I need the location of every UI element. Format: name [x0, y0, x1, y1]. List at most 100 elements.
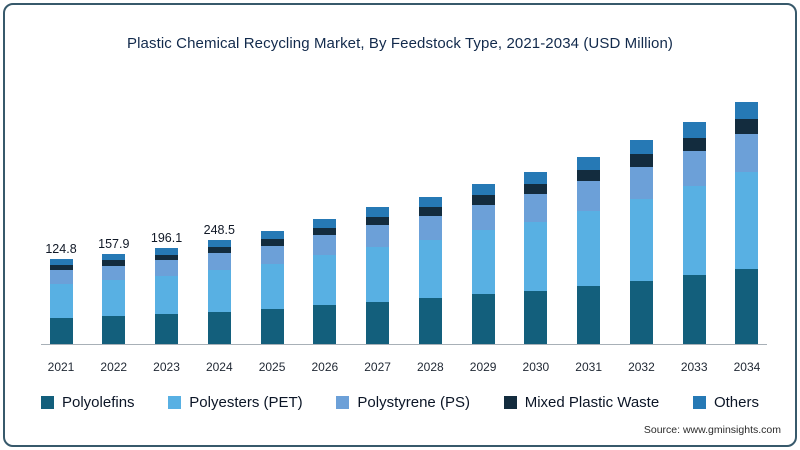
x-axis-label-2031: 2031 [575, 360, 602, 374]
stacked-bar-2032 [629, 140, 653, 344]
segment-polystyrene-ps [207, 253, 231, 270]
stacked-bar-2025 [260, 231, 284, 344]
segment-others [629, 140, 653, 155]
bar-column-2023: 196.1 [147, 231, 187, 344]
x-axis-label-2026: 2026 [311, 360, 339, 374]
stacked-bar-2034 [735, 102, 759, 344]
segment-polystyrene-ps [735, 133, 759, 173]
segment-polystyrene-ps [313, 235, 337, 256]
segment-others [207, 239, 231, 247]
bar-column-2025 [252, 214, 292, 344]
segment-polyolefins [735, 269, 759, 344]
x-axis-label-2028: 2028 [417, 360, 444, 374]
segment-polyesters-pet [260, 263, 284, 309]
x-axis: 2021 2022 2023 2024 2025 2026 2027 2028 2029 2030… [41, 360, 767, 374]
chart-title: Plastic Chemical Recycling Market, By Fe… [127, 35, 673, 52]
legend-swatch-others [692, 396, 706, 409]
segment-others [735, 102, 759, 119]
segment-polyolefins [102, 316, 126, 344]
segment-polyolefins [155, 314, 179, 344]
legend-label: Mixed Plastic Waste [524, 394, 660, 411]
segment-mixed-plastic-waste [524, 184, 548, 195]
stacked-bar-2030 [524, 172, 548, 344]
bar-column-2028 [410, 180, 450, 344]
segment-polystyrene-ps [155, 260, 179, 276]
stacked-bar-2026 [313, 219, 337, 344]
stacked-bar-2024 [207, 239, 231, 344]
segment-polyesters-pet [418, 239, 442, 299]
bar-value-label: 157.9 [98, 236, 130, 251]
segment-others [260, 231, 284, 239]
stacked-bar-2027 [366, 207, 390, 344]
segment-polystyrene-ps [629, 166, 653, 200]
x-axis-label-2022: 2022 [100, 360, 128, 374]
segment-mixed-plastic-waste [260, 238, 284, 246]
segment-polyolefins [49, 317, 73, 344]
x-axis-label-2027: 2027 [364, 360, 391, 374]
legend-swatch-polyolefins [41, 396, 54, 409]
legend-swatch-polyesters-pet [168, 396, 182, 409]
bar-column-2030 [516, 155, 556, 344]
bar-column-2026 [305, 202, 345, 344]
bar-column-2033 [674, 105, 714, 344]
segment-polyolefins [629, 280, 653, 344]
segment-polystyrene-ps [577, 181, 601, 212]
segment-polyesters-pet [313, 255, 337, 306]
segment-others [49, 259, 73, 266]
legend-label: Others [713, 394, 759, 411]
legend-swatch-mixed-plastic-waste [503, 396, 517, 409]
legend-label: Polyolefins [62, 394, 135, 411]
legend: Polyolefins Polyesters (PET) Polystyrene (… [41, 394, 759, 411]
segment-polyesters-pet [102, 279, 126, 317]
legend-item-polyesters-pet: Polyesters (PET) [168, 394, 303, 411]
x-axis-label-2023: 2023 [153, 360, 180, 374]
segment-polystyrene-ps [49, 270, 73, 284]
segment-polystyrene-ps [682, 150, 706, 187]
segment-polyolefins [418, 298, 442, 344]
bar-column-2027 [358, 190, 398, 344]
segment-polyolefins [524, 290, 548, 344]
segment-polystyrene-ps [102, 265, 126, 280]
segment-polyesters-pet [735, 172, 759, 269]
segment-polyolefins [207, 311, 231, 344]
x-axis-label-2029: 2029 [469, 360, 497, 374]
segment-polyolefins [577, 286, 601, 344]
segment-mixed-plastic-waste [629, 154, 653, 167]
x-axis-label-2021: 2021 [47, 360, 75, 374]
segment-polyolefins [260, 308, 284, 344]
segment-mixed-plastic-waste [735, 118, 759, 134]
bar-column-2034 [727, 85, 767, 344]
segment-others [418, 196, 442, 208]
x-axis-label-2024: 2024 [205, 360, 233, 374]
segment-others [366, 207, 390, 217]
bar-column-2031 [569, 140, 609, 344]
source-attribution: Source: www.gminsights.com [643, 424, 781, 436]
legend-swatch-polystyrene-ps [336, 396, 350, 409]
bar-column-2024: 248.5 [199, 223, 239, 344]
legend-item-polystyrene-ps: Polystyrene (PS) [336, 394, 470, 411]
bar-value-label: 124.8 [45, 242, 77, 257]
bar-column-2032 [621, 123, 661, 344]
segment-polyesters-pet [577, 211, 601, 287]
stacked-bar-2029 [471, 184, 495, 344]
legend-item-others: Others [692, 394, 759, 411]
segment-mixed-plastic-waste [577, 170, 601, 182]
segment-others [102, 253, 126, 261]
segment-others [155, 247, 179, 255]
segment-mixed-plastic-waste [682, 137, 706, 151]
segment-mixed-plastic-waste [207, 246, 231, 254]
x-axis-label-2033: 2033 [680, 360, 708, 374]
segment-mixed-plastic-waste [418, 207, 442, 217]
stacked-bar-2021 [49, 259, 73, 344]
segment-polyesters-pet [524, 221, 548, 291]
chart-frame: Plastic Chemical Recycling Market, By Fe… [3, 3, 797, 447]
stacked-bar-2028 [418, 196, 442, 344]
legend-item-polyolefins: Polyolefins [41, 394, 135, 411]
x-axis-label-2030: 2030 [522, 360, 550, 374]
segment-polystyrene-ps [260, 245, 284, 264]
segment-polystyrene-ps [524, 194, 548, 222]
bar-column-2022: 157.9 [94, 237, 134, 344]
segment-mixed-plastic-waste [471, 195, 495, 205]
segment-others [577, 157, 601, 171]
